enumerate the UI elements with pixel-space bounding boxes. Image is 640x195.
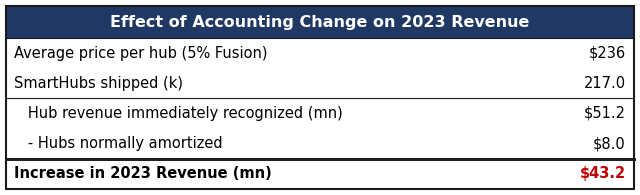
Text: $43.2: $43.2	[580, 166, 626, 181]
Text: Hub revenue immediately recognized (mn): Hub revenue immediately recognized (mn)	[14, 106, 343, 121]
Text: Effect of Accounting Change on 2023 Revenue: Effect of Accounting Change on 2023 Reve…	[110, 14, 530, 29]
Text: - Hubs normally amortized: - Hubs normally amortized	[14, 136, 223, 151]
Text: Average price per hub (5% Fusion): Average price per hub (5% Fusion)	[14, 46, 268, 61]
Text: SmartHubs shipped (k): SmartHubs shipped (k)	[14, 76, 183, 91]
Bar	[6, 6, 634, 38]
Text: $236: $236	[589, 46, 626, 61]
Text: $8.0: $8.0	[593, 136, 626, 151]
Text: 217.0: 217.0	[584, 76, 626, 91]
Text: $51.2: $51.2	[584, 106, 626, 121]
Text: Increase in 2023 Revenue (mn): Increase in 2023 Revenue (mn)	[14, 166, 272, 181]
